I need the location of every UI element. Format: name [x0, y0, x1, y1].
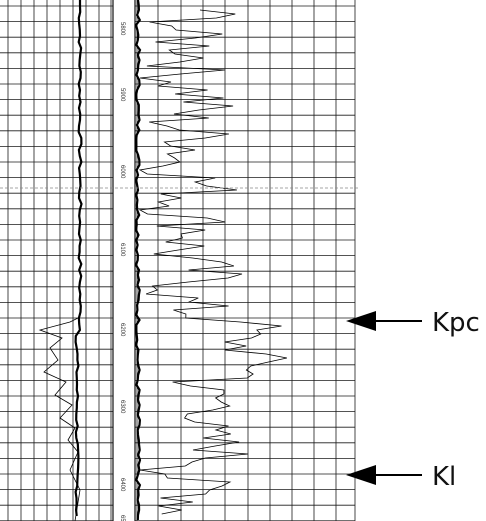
depth-label-5800: 5800	[119, 22, 125, 36]
depth-label-6500: 6500	[119, 515, 125, 521]
depth-label-6000: 6000	[119, 165, 125, 179]
depth-label-6300: 6300	[119, 400, 125, 414]
depth-label-6100: 6100	[119, 243, 125, 257]
left-track-thick-curve	[74, 0, 83, 517]
marker-kpc-arrowhead	[346, 311, 376, 331]
marker-kl-arrowhead	[346, 465, 376, 485]
marker-kpc: Kpc	[346, 308, 480, 338]
marker-kl: Kl	[346, 462, 456, 492]
right-track-wiggle-curve	[138, 9, 287, 515]
depth-label-6400: 6400	[119, 478, 125, 492]
depth-label-6200: 6200	[119, 323, 125, 337]
marker-kpc-label: Kpc	[432, 308, 480, 338]
depth-label-5900: 5900	[119, 88, 125, 102]
left-track-thin-curve	[38, 317, 81, 521]
right-track-thick-curve	[134, 0, 142, 521]
depth-track	[112, 0, 136, 521]
depth-labels: 5800 5900 6000 6100 6200 6300 6400 6500	[119, 22, 125, 521]
marker-kl-label: Kl	[432, 462, 456, 492]
